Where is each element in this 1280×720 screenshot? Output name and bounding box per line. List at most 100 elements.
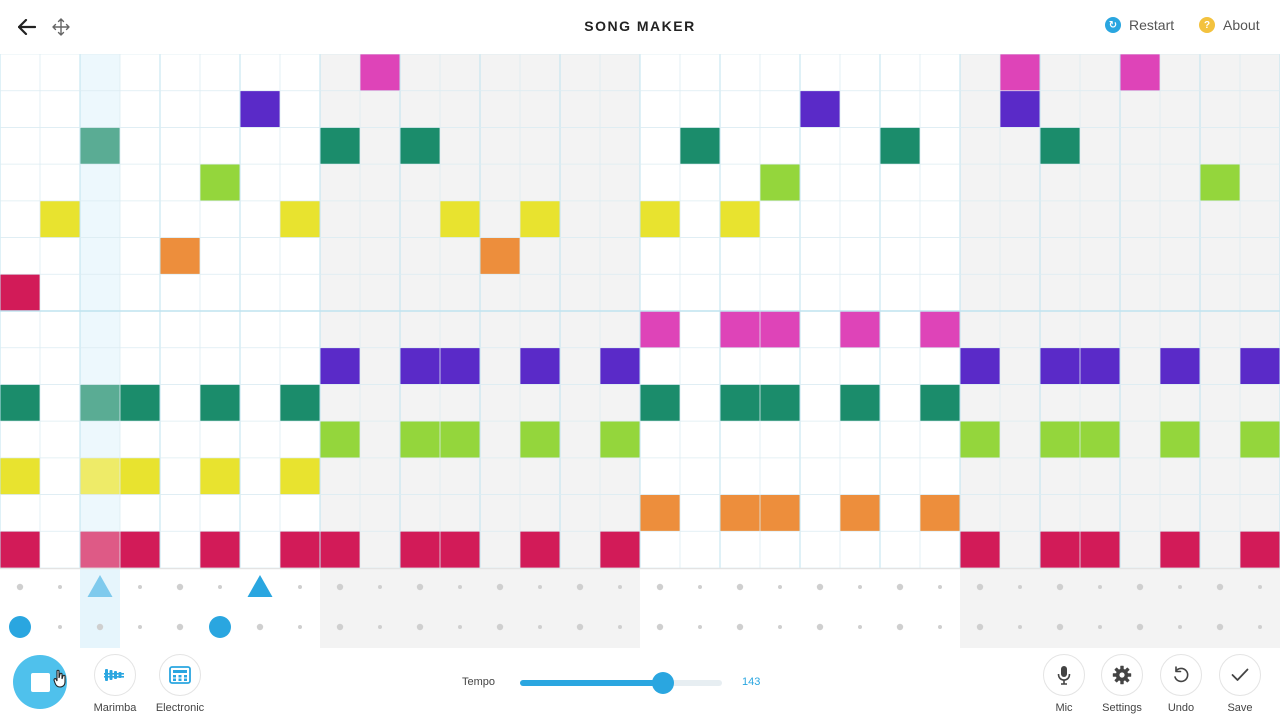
tempo-slider[interactable] xyxy=(520,672,722,694)
note-cell xyxy=(240,90,280,128)
percussion-column-bg xyxy=(1000,568,1040,648)
percussion-dot xyxy=(1136,583,1144,591)
note-cell xyxy=(1200,164,1240,201)
percussion-column-bg xyxy=(1240,568,1280,648)
note-cell xyxy=(1040,127,1080,165)
note-cell xyxy=(1160,421,1200,458)
percussion-dot xyxy=(58,585,62,589)
note-cell xyxy=(480,237,520,275)
note-cell xyxy=(160,237,200,275)
percussion-dot xyxy=(138,585,142,589)
instrument-button[interactable]: Marimba xyxy=(75,654,155,714)
percussion-column-bg xyxy=(720,568,760,648)
mic-button[interactable]: Mic xyxy=(1024,654,1104,714)
percussion-column-bg xyxy=(600,568,640,648)
save-button[interactable]: Save xyxy=(1200,654,1280,714)
note-cell xyxy=(0,531,40,568)
note-cell xyxy=(40,200,80,238)
note-cell xyxy=(1080,531,1120,568)
percussion-column-bg xyxy=(920,568,960,648)
instrument-label: Marimba xyxy=(93,702,137,714)
percussion-dot xyxy=(576,623,584,631)
undo-label: Undo xyxy=(1167,702,1195,714)
note-cell xyxy=(520,200,560,238)
percussion-dot xyxy=(1258,585,1262,589)
percussion-dot xyxy=(1098,585,1102,589)
percussion-column-bg xyxy=(1040,568,1080,648)
percussion-column-bg xyxy=(640,568,680,648)
note-cell xyxy=(320,531,360,568)
note-cell xyxy=(120,384,160,422)
note-cell xyxy=(1240,421,1280,458)
note-cell xyxy=(200,384,240,422)
about-label: About xyxy=(1223,17,1260,33)
move-arrows-icon[interactable] xyxy=(48,14,74,40)
note-cell xyxy=(1040,531,1080,568)
percussion-label: Electronic xyxy=(155,702,205,714)
note-cell xyxy=(1240,531,1280,568)
percussion-dot xyxy=(1178,625,1182,629)
percussion-dot xyxy=(496,623,504,631)
tempo-label: Tempo xyxy=(462,676,496,688)
note-cell xyxy=(280,384,320,422)
note-cell xyxy=(320,127,360,165)
note-cell xyxy=(1160,531,1200,568)
microphone-icon xyxy=(1043,654,1085,696)
percussion-grid[interactable] xyxy=(0,568,1280,648)
note-cell xyxy=(640,311,680,348)
percussion-dot xyxy=(698,625,702,629)
note-cell xyxy=(320,421,360,458)
note-cell xyxy=(200,457,240,495)
note-cell xyxy=(640,494,680,532)
page-title: SONG MAKER xyxy=(584,18,696,34)
percussion-dot xyxy=(218,585,222,589)
percussion-button[interactable]: Electronic xyxy=(140,654,220,714)
percussion-dot xyxy=(1018,585,1022,589)
note-cell xyxy=(760,164,800,201)
note-cell xyxy=(320,347,360,385)
about-button[interactable]: ? About xyxy=(1199,17,1260,33)
undo-button[interactable]: Undo xyxy=(1141,654,1221,714)
note-cell xyxy=(440,531,480,568)
stop-icon xyxy=(30,672,50,692)
arrow-left-icon[interactable] xyxy=(14,14,40,40)
percussion-column-bg xyxy=(1200,568,1240,648)
percussion-dot xyxy=(176,623,184,631)
percussion-column-bg xyxy=(480,568,520,648)
percussion-dot xyxy=(1056,583,1064,591)
note-cell xyxy=(360,54,400,91)
percussion-column-bg xyxy=(840,568,880,648)
note-cell xyxy=(80,457,120,495)
note-cell xyxy=(720,200,760,238)
note-cell xyxy=(80,531,120,568)
note-cell xyxy=(680,127,720,165)
melody-grid[interactable] xyxy=(0,54,1280,568)
percussion-dot xyxy=(496,583,504,591)
percussion-dot xyxy=(698,585,702,589)
percussion-dot xyxy=(816,623,824,631)
settings-button[interactable]: Settings xyxy=(1082,654,1162,714)
percussion-dot xyxy=(736,583,744,591)
note-cell xyxy=(760,494,800,532)
note-cell xyxy=(720,311,760,348)
note-cell xyxy=(920,384,960,422)
percussion-dot xyxy=(976,623,984,631)
note-cell xyxy=(440,200,480,238)
note-cell xyxy=(120,457,160,495)
percussion-dot xyxy=(896,623,904,631)
restart-button[interactable]: ↻ Restart xyxy=(1105,17,1174,33)
note-cell xyxy=(760,311,800,348)
percussion-dot xyxy=(1178,585,1182,589)
percussion-dot xyxy=(656,583,664,591)
percussion-dot xyxy=(378,625,382,629)
note-cell xyxy=(960,421,1000,458)
note-cell xyxy=(1000,54,1040,91)
percussion-triangle xyxy=(87,575,113,597)
note-cell xyxy=(200,531,240,568)
note-cell xyxy=(280,457,320,495)
note-cell xyxy=(440,347,480,385)
tempo-slider-knob[interactable] xyxy=(652,672,675,694)
note-cell xyxy=(200,164,240,201)
note-cell xyxy=(640,384,680,422)
percussion-column-bg xyxy=(680,568,720,648)
